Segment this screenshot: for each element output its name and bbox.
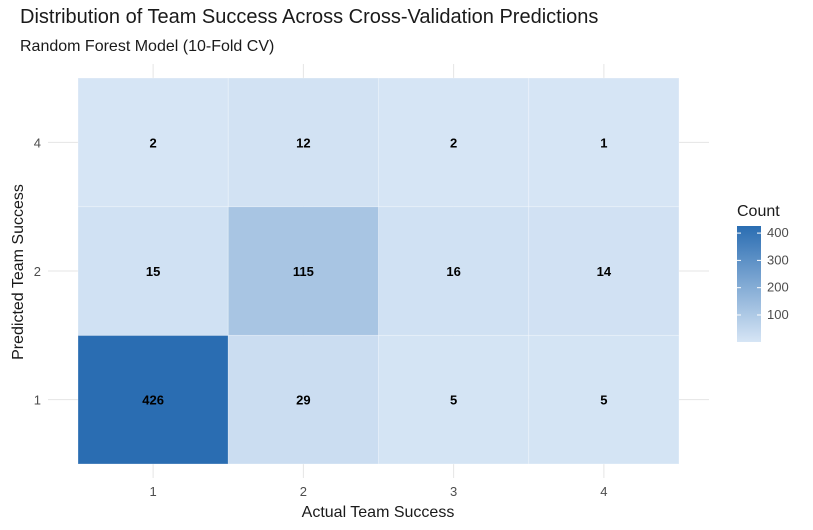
legend-tick-label: 100 (767, 307, 789, 322)
heatmap-cells (77, 77, 680, 465)
cell-labels: 426 29 5 5 15 115 16 14 2 12 2 1 (142, 135, 612, 407)
cell-value-label: 426 (142, 393, 164, 408)
heatmap-cell (528, 77, 680, 208)
legend-colorbar (737, 226, 761, 342)
heatmap-cell (77, 77, 229, 208)
cell-value-label: 29 (296, 393, 310, 408)
legend-tick-label: 400 (767, 225, 789, 240)
x-axis-title: Actual Team Success (302, 504, 455, 521)
heatmap-cell (528, 206, 680, 336)
cell-value-label: 15 (146, 264, 160, 279)
heatmap-cell (378, 206, 530, 336)
chart-title: Distribution of Team Success Across Cros… (20, 6, 599, 28)
x-tick-label: 1 (150, 484, 157, 499)
y-tick-label: 2 (34, 264, 41, 279)
heatmap-cell (227, 206, 379, 336)
y-tick-label: 4 (34, 135, 41, 150)
chart-subtitle: Random Forest Model (10-Fold CV) (20, 38, 275, 55)
cell-value-label: 14 (597, 264, 612, 279)
legend-title: Count (737, 203, 780, 220)
cell-value-label: 16 (446, 264, 460, 279)
x-tick-label: 4 (600, 484, 607, 499)
color-legend: Count 100 200 300 400 (737, 203, 789, 342)
y-tick-label: 1 (34, 393, 41, 408)
heatmap-cell (528, 334, 680, 465)
heatmap-cell (378, 77, 530, 208)
cell-value-label: 5 (450, 393, 457, 408)
heatmap-cell (227, 77, 379, 208)
legend-tick-label: 200 (767, 280, 789, 295)
heatmap-cell (227, 334, 379, 465)
legend-tick-label: 300 (767, 252, 789, 267)
cell-value-label: 1 (600, 135, 607, 150)
cell-value-label: 115 (293, 264, 314, 279)
x-tick-label: 3 (450, 484, 457, 499)
x-tick-label: 2 (300, 484, 307, 499)
cell-value-label: 2 (150, 135, 157, 150)
y-axis-title: Predicted Team Success (10, 184, 27, 360)
cell-value-label: 5 (600, 393, 607, 408)
cell-value-label: 12 (296, 135, 310, 150)
heatmap-cell (77, 206, 229, 336)
cell-value-label: 2 (450, 135, 457, 150)
